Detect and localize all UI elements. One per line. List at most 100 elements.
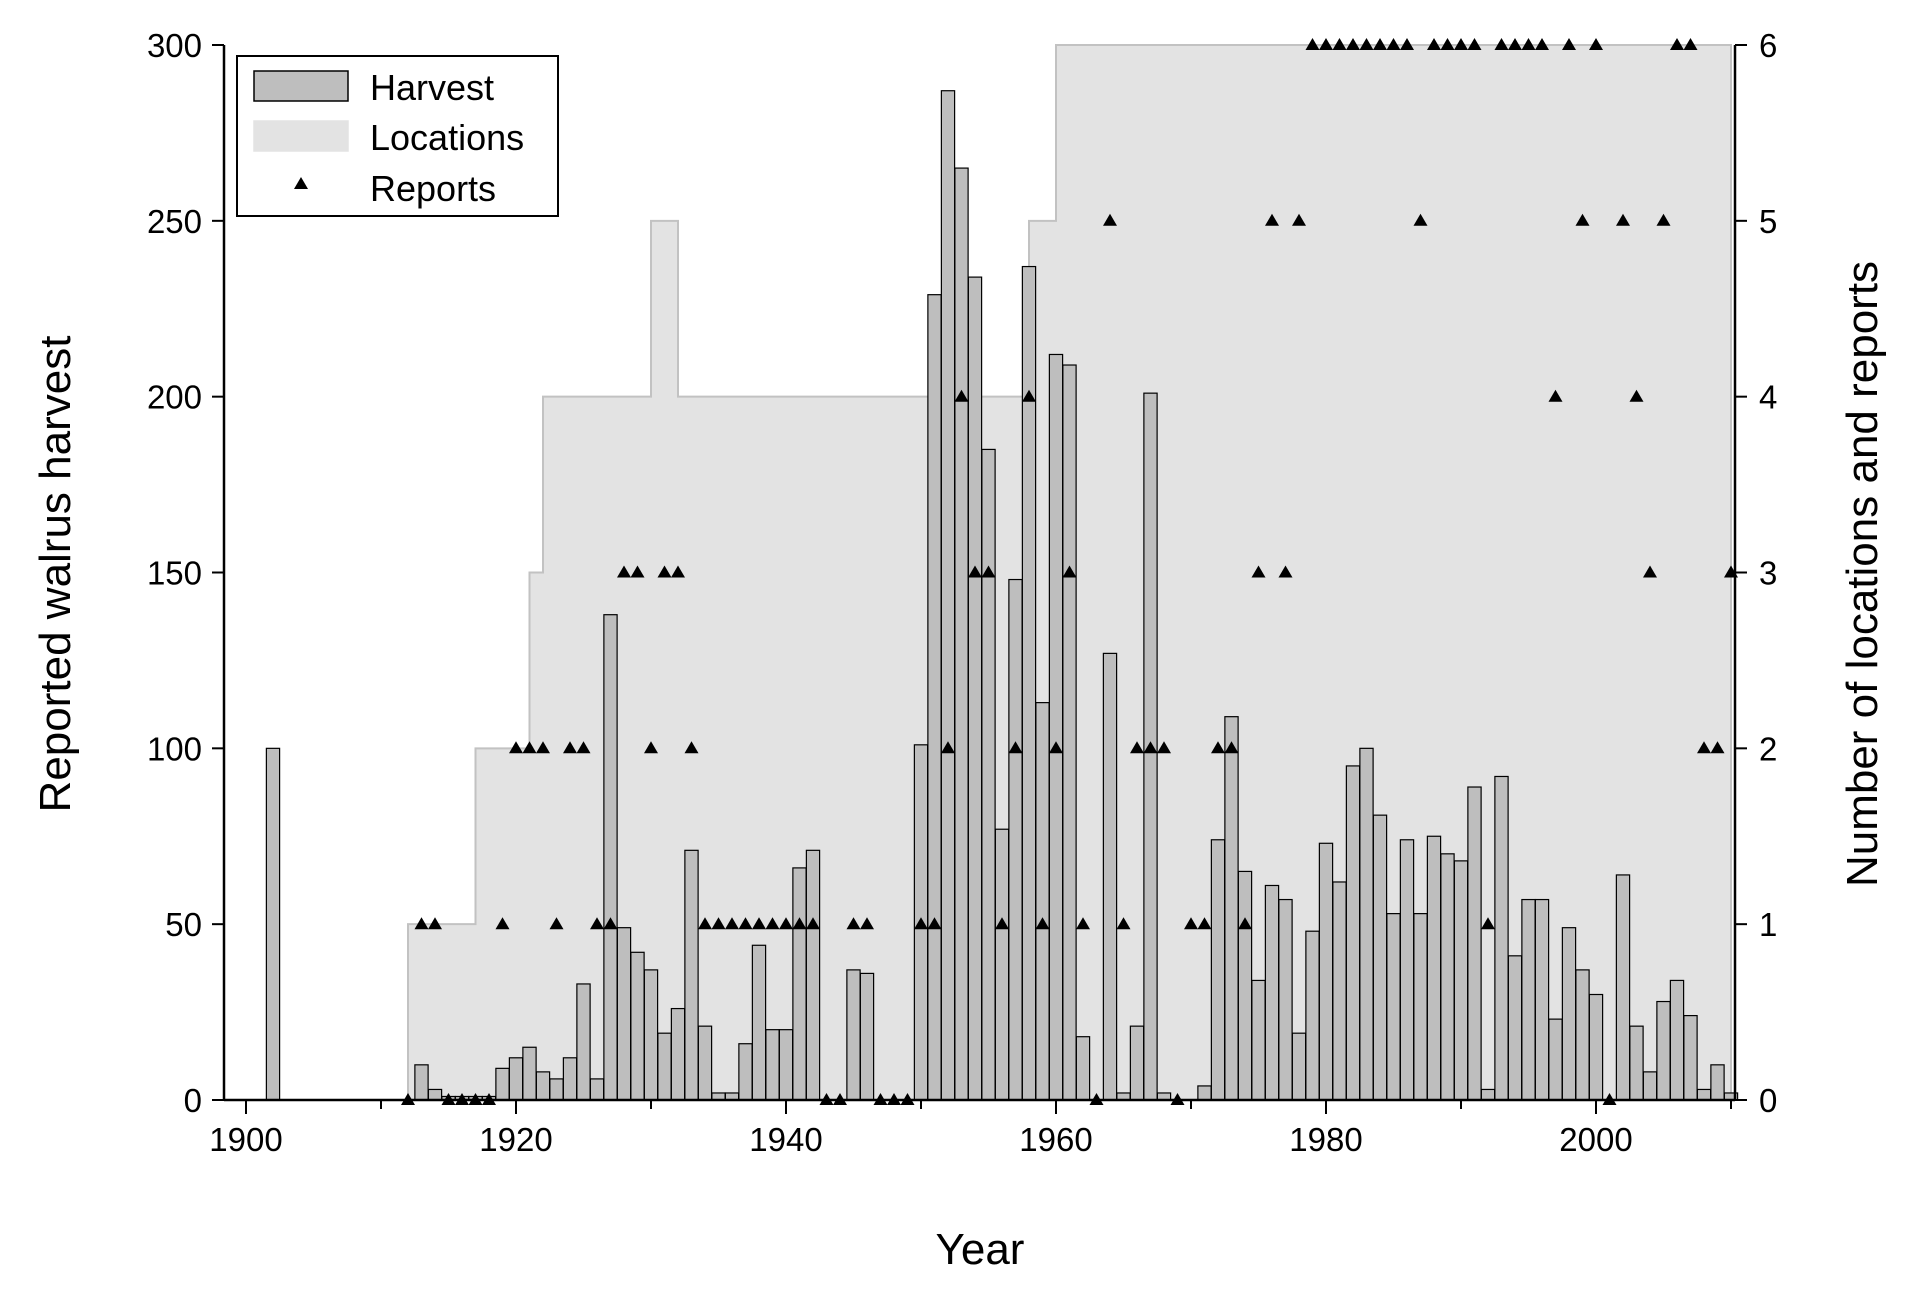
- report-marker-1952: [941, 741, 955, 754]
- report-marker-1989: [1440, 38, 1455, 50]
- report-marker-1971: [1197, 917, 1212, 930]
- harvest-bar-1924: [562, 1057, 578, 1101]
- report-marker-1921: [522, 741, 537, 754]
- harvest-bar-1991: [1467, 786, 1482, 1101]
- report-marker-1976: [1265, 213, 1279, 226]
- report-marker-1956: [995, 917, 1009, 930]
- harvest-bar-1994: [1507, 955, 1523, 1101]
- report-marker-1975: [1251, 565, 1266, 578]
- harvest-bar-1990: [1453, 860, 1469, 1101]
- reports-markers-layer: [401, 38, 1738, 1105]
- harvest-bar-2000: [1588, 993, 1604, 1101]
- harvest-bar-1964: [1102, 652, 1118, 1101]
- harvest-bar-1987: [1413, 913, 1428, 1101]
- legend-reports-marker: [294, 177, 308, 189]
- report-marker-1984: [1373, 38, 1387, 50]
- harvest-bar-1986: [1399, 839, 1415, 1101]
- y-tick-label-100: 100: [147, 730, 202, 767]
- report-marker-1959: [1035, 917, 1050, 930]
- report-marker-1932: [671, 565, 685, 578]
- report-marker-1927: [603, 917, 618, 930]
- harvest-bar-1996: [1534, 898, 1550, 1101]
- harvest-bar-1921: [522, 1046, 537, 1101]
- report-marker-1942: [806, 917, 820, 930]
- report-marker-1950: [914, 917, 928, 930]
- report-marker-1929: [630, 565, 645, 578]
- report-marker-1968: [1157, 741, 1171, 754]
- harvest-bar-1961: [1062, 364, 1077, 1101]
- x-tick-label-1960: 1960: [1019, 1121, 1092, 1158]
- report-marker-1973: [1224, 741, 1239, 754]
- harvest-bar-2004: [1642, 1071, 1658, 1101]
- report-marker-1978: [1292, 213, 1306, 226]
- legend-harvest-swatch: [253, 70, 349, 102]
- report-marker-1966: [1130, 741, 1144, 754]
- report-marker-1985: [1386, 38, 1401, 50]
- harvest-bar-1922: [535, 1071, 551, 1101]
- y2-tick-label-3: 3: [1759, 555, 1777, 592]
- report-marker-1946: [860, 917, 874, 930]
- harvest-bar-1971: [1197, 1085, 1212, 1101]
- y-tick-label-150: 150: [147, 555, 202, 592]
- harvest-bar-1923: [549, 1078, 564, 1101]
- y2-tick-label-5: 5: [1759, 203, 1777, 240]
- y2-tick-label-2: 2: [1759, 730, 1777, 767]
- harvest-bar-1988: [1426, 835, 1442, 1101]
- harvest-bars-layer: [265, 90, 1739, 1101]
- report-marker-1972: [1211, 741, 1225, 754]
- harvest-bar-1989: [1440, 853, 1455, 1101]
- harvest-bar-1993: [1494, 775, 1509, 1101]
- report-marker-1957: [1008, 741, 1023, 754]
- harvest-bar-2002: [1615, 874, 1631, 1101]
- report-marker-1987: [1413, 213, 1428, 226]
- harvest-bar-1982: [1345, 765, 1361, 1101]
- report-marker-1982: [1346, 38, 1360, 50]
- report-marker-1935: [711, 917, 726, 930]
- y-axis-title: Reported walrus harvest: [31, 336, 80, 813]
- harvest-bar-1995: [1521, 898, 1536, 1101]
- legend-harvest-label: Harvest: [370, 67, 494, 108]
- harvest-bar-2005: [1656, 1000, 1671, 1101]
- report-marker-2004: [1643, 565, 1657, 578]
- x-tick-label-1980: 1980: [1289, 1121, 1362, 1158]
- report-marker-1924: [563, 741, 577, 754]
- harvest-bar-1972: [1210, 839, 1226, 1101]
- harvest-bar-1941: [792, 867, 807, 1101]
- report-marker-1939: [765, 917, 780, 930]
- harvest-bar-1956: [994, 828, 1010, 1101]
- harvest-bar-1962: [1075, 1036, 1091, 1101]
- x-tick-label-2000: 2000: [1559, 1121, 1632, 1158]
- harvest-bar-2008: [1696, 1088, 1712, 1101]
- report-marker-1931: [657, 565, 672, 578]
- harvest-bar-1913: [414, 1064, 429, 1101]
- harvest-bar-2007: [1683, 1014, 1698, 1101]
- harvest-bar-2003: [1629, 1025, 1644, 1101]
- harvest-bar-1951: [927, 294, 942, 1101]
- report-marker-1993: [1494, 38, 1509, 50]
- harvest-bar-1998: [1561, 927, 1577, 1101]
- report-marker-1920: [509, 741, 523, 754]
- report-marker-2006: [1670, 38, 1684, 50]
- harvest-bar-1945: [846, 969, 861, 1101]
- report-marker-1999: [1575, 213, 1590, 226]
- harvest-bar-1919: [495, 1067, 510, 1101]
- report-marker-1928: [617, 565, 631, 578]
- report-marker-1996: [1535, 38, 1549, 50]
- y2-tick-label-4: 4: [1759, 379, 1777, 416]
- report-marker-1913: [414, 917, 429, 930]
- report-marker-1923: [549, 917, 564, 930]
- harvest-bar-2009: [1710, 1064, 1725, 1101]
- harvest-bar-1925: [576, 983, 591, 1101]
- harvest-bar-1952: [940, 90, 956, 1101]
- report-marker-2007: [1683, 38, 1698, 50]
- harvest-bar-1981: [1332, 881, 1347, 1101]
- report-marker-1945: [846, 917, 861, 930]
- harvest-bar-1933: [684, 849, 699, 1101]
- harvest-bar-1980: [1318, 842, 1334, 1101]
- y2-axis-title: Number of locations and reports: [1838, 261, 1887, 887]
- x-tick-label-1940: 1940: [749, 1121, 822, 1158]
- legend-locations-label: Locations: [370, 117, 524, 158]
- y2-tick-label-1: 1: [1759, 906, 1777, 943]
- report-marker-1986: [1400, 38, 1414, 50]
